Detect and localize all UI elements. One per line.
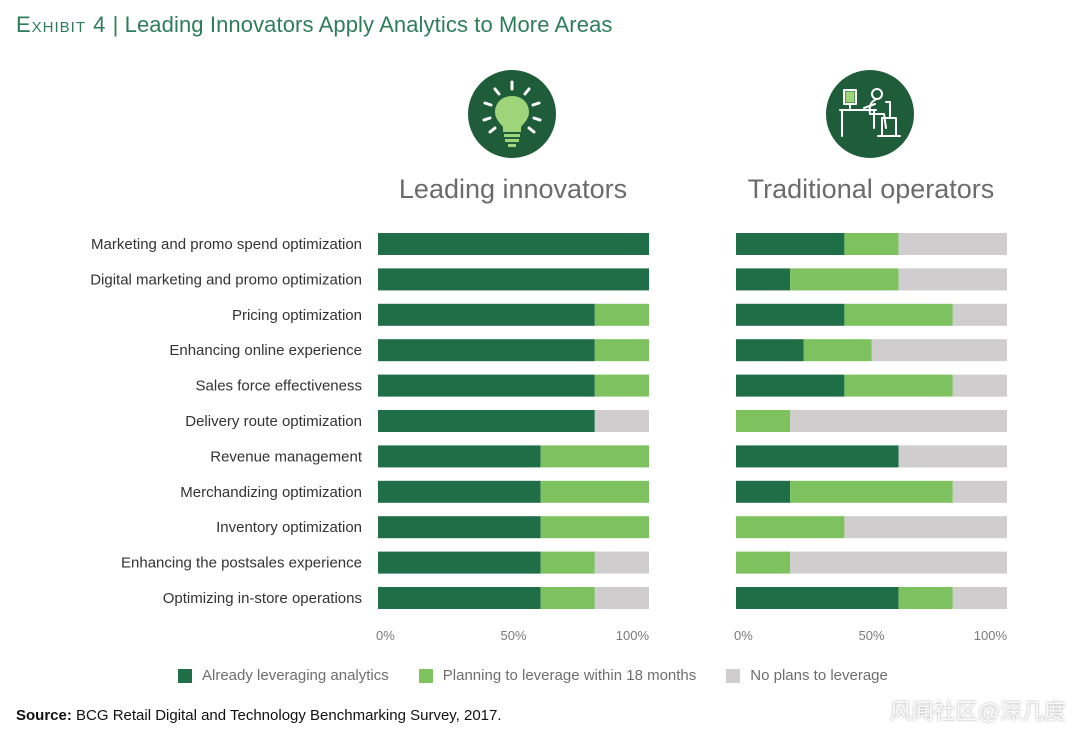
exhibit-heading: Leading Innovators Apply Analytics to Mo… [124, 12, 613, 37]
x-tick-label: 50% [500, 628, 526, 643]
bar-segment-already [378, 587, 541, 609]
bar-segment-none [790, 551, 1007, 574]
x-tick-label: 0% [734, 628, 753, 643]
bar-segment-none [594, 410, 649, 432]
bar-segment-already [378, 551, 541, 574]
legend-label-none: No plans to leverage [750, 667, 888, 684]
bar-segment-already [736, 480, 791, 503]
bar-segment-planning [594, 303, 649, 326]
bar-segment-planning [594, 374, 649, 397]
category-label: Delivery route optimization [185, 413, 362, 430]
legend-item-planning: Planning to leverage within 18 months [418, 667, 697, 684]
bar-segment-already [378, 339, 595, 362]
legend-item-none: No plans to leverage [726, 667, 888, 684]
legend-swatch-planning [418, 668, 433, 683]
panel-title-traditional: Traditional operators [747, 174, 995, 204]
legend-swatch-none [726, 668, 741, 683]
bar-segment-planning [844, 233, 899, 255]
source-label: Source: [16, 707, 72, 724]
legend-label-planning: Planning to leverage within 18 months [442, 667, 697, 684]
bar-segment-already [378, 303, 595, 326]
legend-swatch-already [178, 668, 192, 683]
category-label: Enhancing the postsales experience [121, 555, 362, 572]
legend: Already leveraging analytics Planning to… [178, 667, 918, 684]
bar-segment-planning [790, 480, 953, 503]
bar-segment-planning [844, 303, 953, 326]
category-label: Inventory optimization [216, 519, 362, 536]
bar-segment-planning [736, 551, 791, 574]
bar-segment-none [594, 551, 649, 574]
source-text: BCG Retail Digital and Technology Benchm… [76, 707, 502, 724]
bar-segment-planning [736, 516, 845, 539]
category-label: Enhancing online experience [169, 342, 362, 359]
exhibit-separator: | [112, 12, 119, 37]
office-worker-icon [826, 70, 914, 158]
watermark: 风闻社区@深几度 [889, 699, 1066, 724]
x-tick-label: 100% [974, 628, 1008, 643]
bar-segment-planning [844, 374, 953, 397]
bar-segment-already [378, 374, 595, 397]
bar-segment-already [378, 516, 541, 539]
bar-segment-planning [540, 516, 649, 539]
bar-segment-none [952, 587, 1007, 609]
bar-segment-already [378, 233, 649, 255]
bar-segment-none [952, 480, 1007, 503]
bar-segment-none [898, 445, 1007, 468]
bar-segment-planning [790, 268, 899, 291]
bar-segment-none [898, 268, 1007, 291]
bar-segment-planning [736, 410, 791, 432]
category-label: Pricing optimization [232, 307, 362, 324]
bar-segment-none [952, 374, 1007, 397]
bar-segment-none [952, 303, 1007, 326]
exhibit-label: Exhibit 4 [16, 12, 107, 37]
bar-segment-planning [540, 480, 649, 503]
bar-segment-planning [594, 339, 649, 362]
bar-segment-already [736, 587, 899, 609]
category-label: Sales force effectiveness [196, 378, 362, 395]
x-tick-label: 50% [858, 628, 884, 643]
category-label: Optimizing in-store operations [163, 590, 362, 607]
x-tick-label: 100% [616, 628, 650, 643]
bar-segment-none [898, 233, 1007, 255]
exhibit-title: Exhibit 4 | Leading Innovators Apply Ana… [16, 12, 613, 38]
bar-segment-already [736, 233, 845, 255]
bar-segment-already [378, 445, 541, 468]
category-label: Merchandizing optimization [180, 484, 362, 501]
bar-segment-planning [540, 551, 595, 574]
bar-segment-already [736, 339, 804, 362]
bar-segment-none [844, 516, 1007, 539]
bar-segment-none [594, 587, 649, 609]
x-tick-label: 0% [376, 628, 395, 643]
bar-segment-planning [540, 445, 649, 468]
bar-segment-already [736, 374, 845, 397]
bar-segment-none [871, 339, 1007, 362]
lightbulb-icon [468, 70, 556, 158]
bar-segment-none [790, 410, 1007, 432]
legend-item-already: Already leveraging analytics [178, 667, 389, 684]
bar-segment-planning [540, 587, 595, 609]
source-note: Source: BCG Retail Digital and Technolog… [16, 707, 502, 724]
bar-segment-already [736, 303, 845, 326]
bar-segment-already [736, 268, 791, 291]
bar-segment-already [736, 445, 899, 468]
category-label: Revenue management [210, 448, 363, 465]
category-label: Digital marketing and promo optimization [90, 271, 362, 288]
category-label: Marketing and promo spend optimization [91, 236, 362, 253]
bar-segment-planning [803, 339, 872, 362]
bar-segment-already [378, 410, 595, 432]
bar-segment-planning [898, 587, 953, 609]
legend-label-already: Already leveraging analytics [202, 667, 389, 684]
panel-title-leading: Leading innovators [398, 174, 628, 204]
stacked-bar-chart: Marketing and promo spend optimization Di… [90, 233, 1008, 643]
bar-segment-already [378, 480, 541, 503]
bar-segment-already [378, 268, 649, 291]
